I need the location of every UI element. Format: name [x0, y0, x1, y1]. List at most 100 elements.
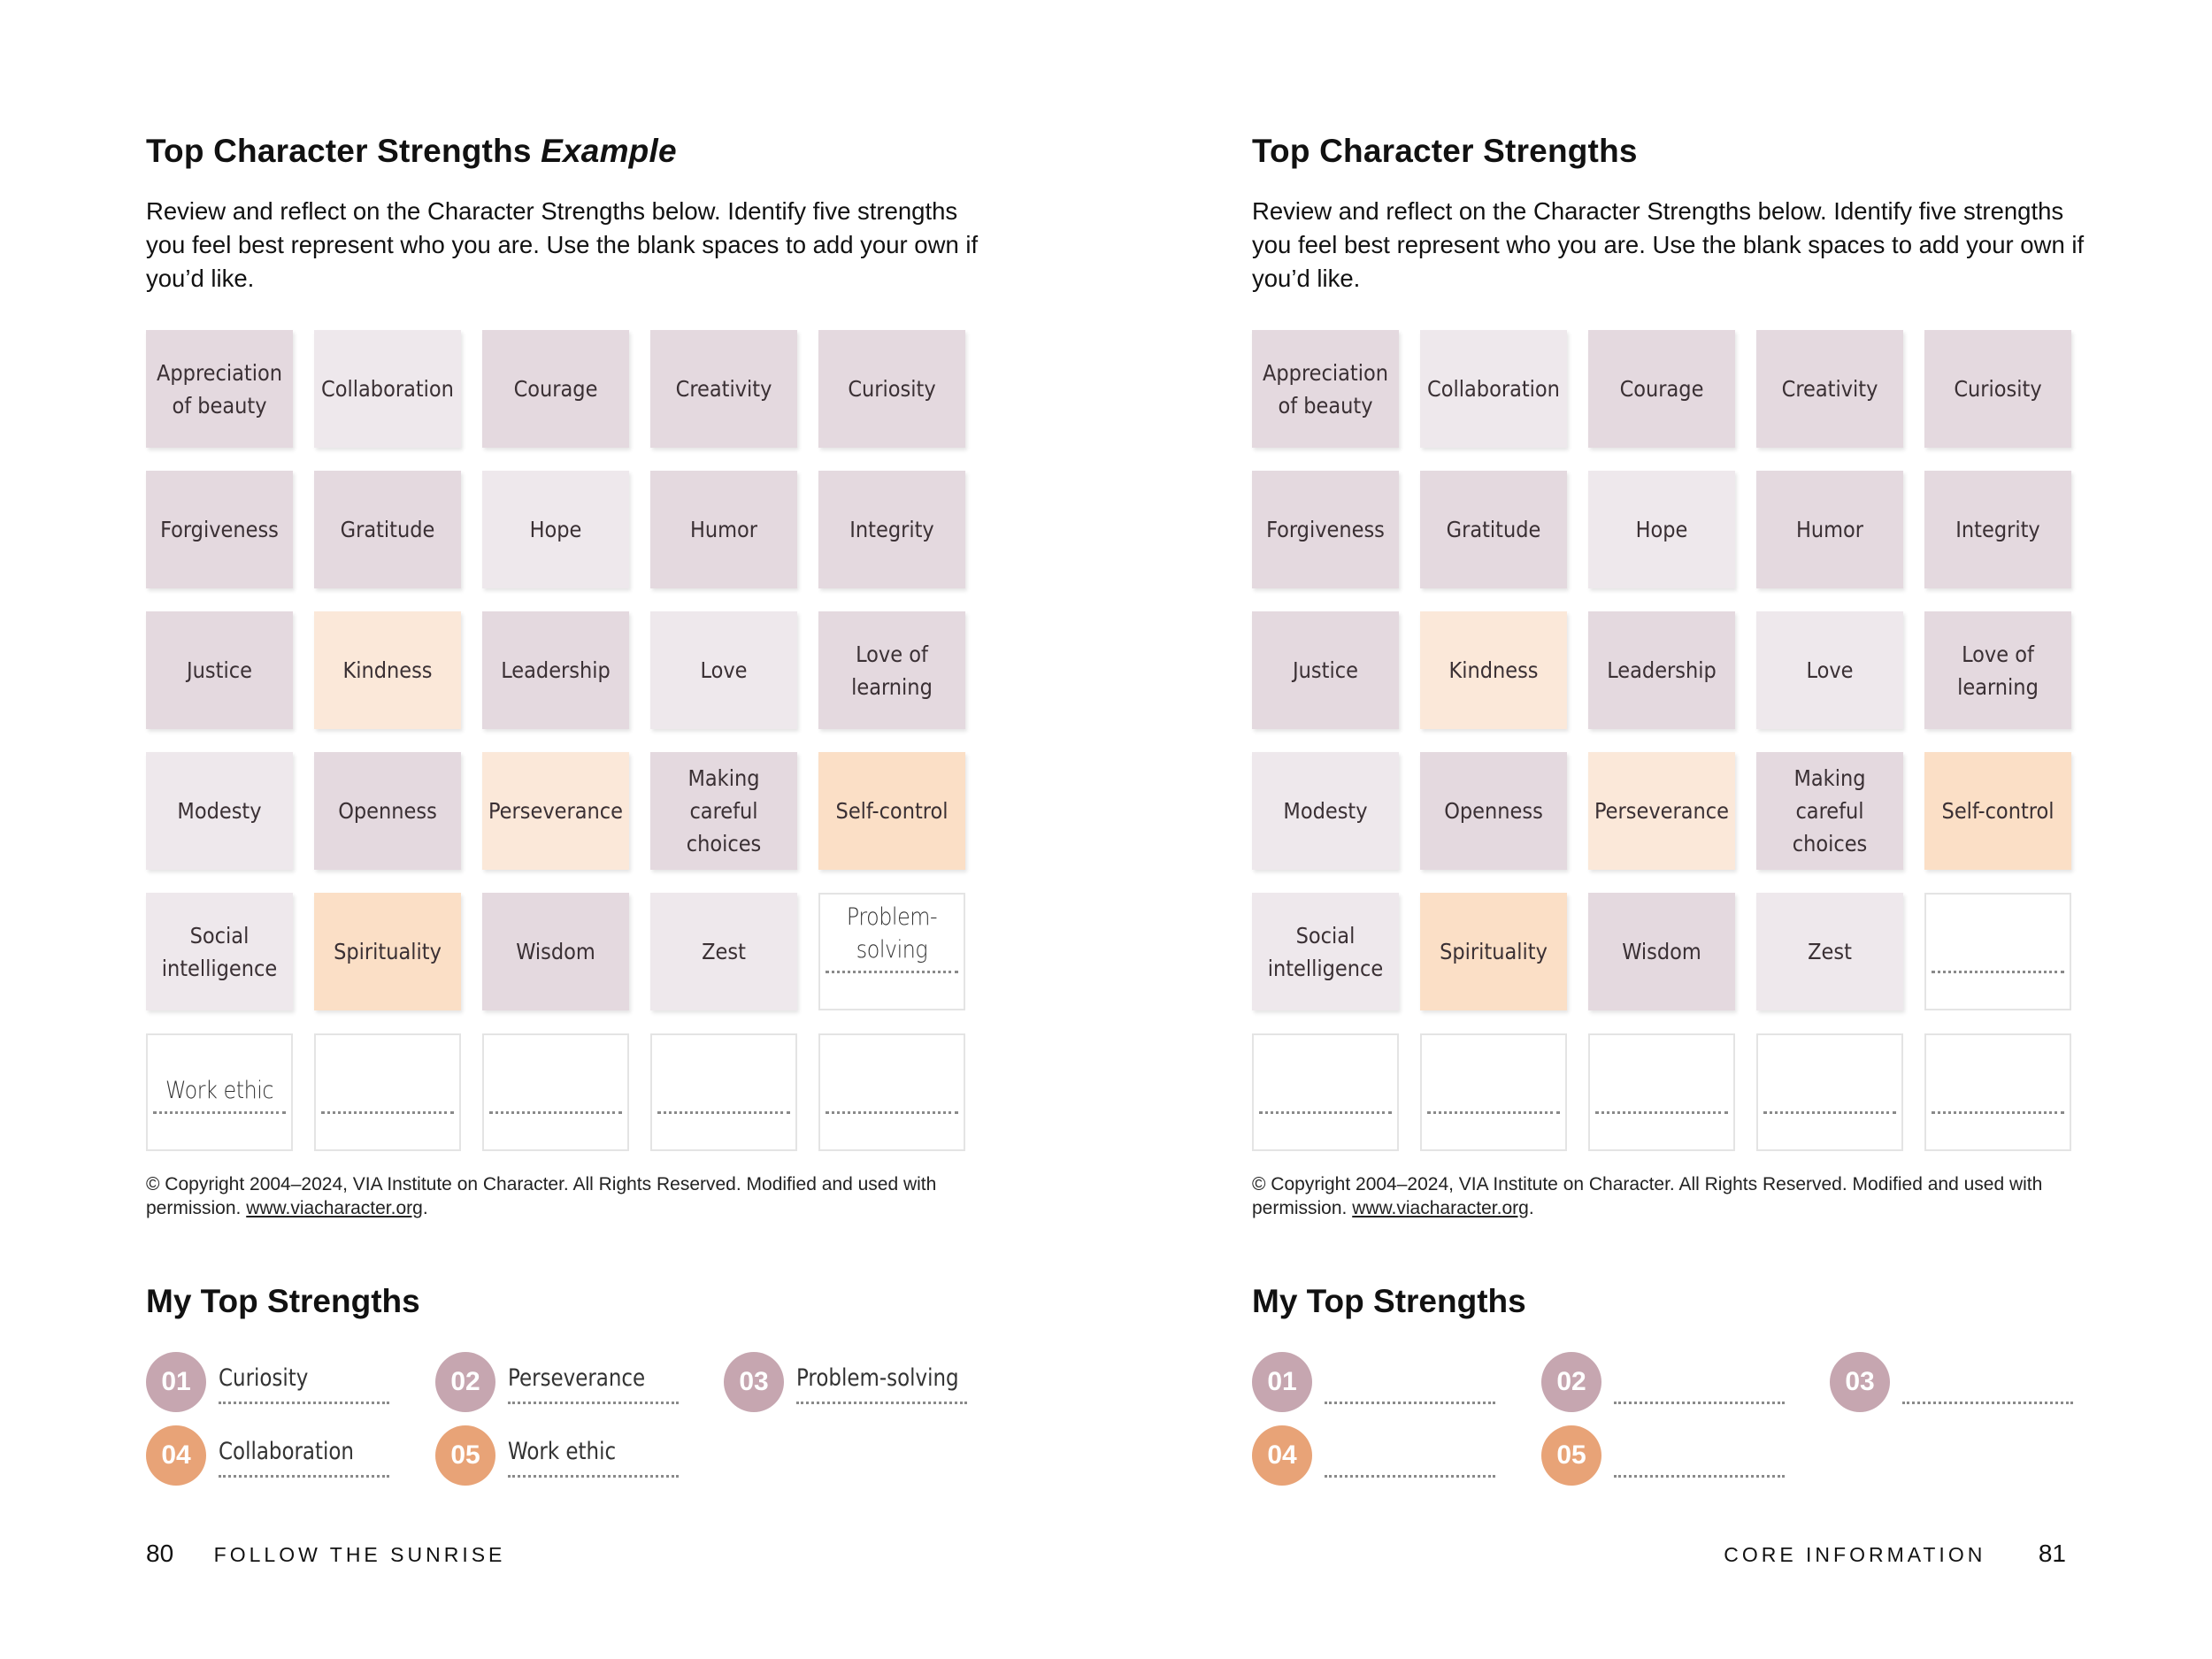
dotted-write-line — [1325, 1402, 1495, 1404]
strength-tile-making-careful-choices[interactable]: Making careful choices — [650, 752, 797, 870]
strength-tile-self-control[interactable]: Self-control — [1924, 752, 2071, 870]
blank-strength-tile[interactable] — [482, 1033, 629, 1151]
strength-tile-self-control[interactable]: Self-control — [818, 752, 965, 870]
top-strength-02[interactable]: 02 Perseverance — [435, 1352, 683, 1412]
strength-tile-integrity[interactable]: Integrity — [818, 471, 965, 588]
strength-tile-zest[interactable]: Zest — [650, 893, 797, 1010]
strength-tile-hope[interactable]: Hope — [1588, 471, 1735, 588]
rank-badge: 05 — [435, 1425, 495, 1486]
strength-tile-love[interactable]: Love — [1756, 611, 1903, 729]
strength-tile-love-of-learning[interactable]: Love of learning — [818, 611, 965, 729]
blank-strength-tile[interactable] — [1924, 893, 2071, 1010]
footer: 80 FOLLOW THE SUNRISE — [146, 1540, 505, 1568]
blank-strength-tile[interactable]: Work ethic — [146, 1033, 293, 1151]
dotted-write-line — [153, 1111, 286, 1114]
strength-tile-justice[interactable]: Justice — [146, 611, 293, 729]
rank-badge: 02 — [1541, 1352, 1601, 1412]
strength-tile-love[interactable]: Love — [650, 611, 797, 729]
right-page: Top Character Strengths Review and refle… — [1106, 0, 2212, 1659]
strength-tile-modesty[interactable]: Modesty — [1252, 752, 1399, 870]
strength-tile-modesty[interactable]: Modesty — [146, 752, 293, 870]
blank-strength-tile[interactable] — [1588, 1033, 1735, 1151]
strength-tile-gratitude[interactable]: Gratitude — [1420, 471, 1567, 588]
strength-tile-kindness[interactable]: Kindness — [1420, 611, 1567, 729]
top-strength-03[interactable]: 03 Problem-solving — [724, 1352, 972, 1412]
strength-tile-social-intelligence[interactable]: Social intelligence — [146, 893, 293, 1010]
strength-tile-hope[interactable]: Hope — [482, 471, 629, 588]
strength-tile-creativity[interactable]: Creativity — [1756, 330, 1903, 448]
strength-tile-openness[interactable]: Openness — [1420, 752, 1567, 870]
intro-text: Review and reflect on the Character Stre… — [146, 197, 979, 292]
blank-strength-tile[interactable] — [314, 1033, 461, 1151]
strength-tile-perseverance[interactable]: Perseverance — [1588, 752, 1735, 870]
strength-tile-appreciation-of-beauty[interactable]: Appreciation of beauty — [1252, 330, 1399, 448]
blank-strength-tile[interactable] — [1420, 1033, 1567, 1151]
strength-tile-curiosity[interactable]: Curiosity — [1924, 330, 2071, 448]
top-strength-04[interactable]: 04 — [1252, 1425, 1500, 1486]
strength-tile-courage[interactable]: Courage — [482, 330, 629, 448]
rank-badge: 01 — [146, 1352, 206, 1412]
top-strength-01[interactable]: 01 Curiosity — [146, 1352, 394, 1412]
strength-tile-collaboration[interactable]: Collaboration — [1420, 330, 1567, 448]
dotted-write-line — [1932, 971, 2064, 973]
blank-strength-tile[interactable]: Problem-solving — [818, 893, 965, 1010]
blank-strength-tile[interactable] — [650, 1033, 797, 1151]
via-link[interactable]: www.viacharacter.org — [246, 1198, 423, 1218]
strength-tile-justice[interactable]: Justice — [1252, 611, 1399, 729]
strength-tile-gratitude[interactable]: Gratitude — [314, 471, 461, 588]
blank-strength-tile[interactable] — [1924, 1033, 2071, 1151]
strength-tile-appreciation-of-beauty[interactable]: Appreciation of beauty — [146, 330, 293, 448]
strength-tile-courage[interactable]: Courage — [1588, 330, 1735, 448]
strength-tile-spirituality[interactable]: Spirituality — [1420, 893, 1567, 1010]
dotted-write-line — [657, 1111, 790, 1114]
strength-value: Perseverance — [508, 1364, 646, 1392]
top-strength-02[interactable]: 02 — [1541, 1352, 1789, 1412]
strength-tile-leadership[interactable]: Leadership — [1588, 611, 1735, 729]
my-top-strengths-heading: My Top Strengths — [1252, 1283, 1526, 1319]
strength-tile-creativity[interactable]: Creativity — [650, 330, 797, 448]
dotted-write-line — [219, 1402, 389, 1404]
top-strength-03[interactable]: 03 — [1830, 1352, 2078, 1412]
blank-strength-tile[interactable] — [1756, 1033, 1903, 1151]
strength-tile-forgiveness[interactable]: Forgiveness — [1252, 471, 1399, 588]
page-number: 80 — [146, 1540, 174, 1567]
strength-tile-love-of-learning[interactable]: Love of learning — [1924, 611, 2071, 729]
footer: CORE INFORMATION 81 — [1724, 1540, 2066, 1568]
top-strength-05[interactable]: 05 Work ethic — [435, 1425, 683, 1486]
blank-strength-tile[interactable] — [1252, 1033, 1399, 1151]
strength-tile-making-careful-choices[interactable]: Making careful choices — [1756, 752, 1903, 870]
dotted-write-line — [826, 971, 958, 973]
dotted-write-line — [489, 1111, 622, 1114]
strength-tile-wisdom[interactable]: Wisdom — [482, 893, 629, 1010]
strength-tile-humor[interactable]: Humor — [1756, 471, 1903, 588]
top-strength-04[interactable]: 04 Collaboration — [146, 1425, 394, 1486]
strength-tile-wisdom[interactable]: Wisdom — [1588, 893, 1735, 1010]
dotted-write-line — [508, 1402, 679, 1404]
top-strength-01[interactable]: 01 — [1252, 1352, 1500, 1412]
via-link[interactable]: www.viacharacter.org — [1352, 1198, 1529, 1218]
running-title: CORE INFORMATION — [1724, 1543, 1986, 1566]
blank-strength-tile[interactable] — [818, 1033, 965, 1151]
strength-tile-integrity[interactable]: Integrity — [1924, 471, 2071, 588]
dotted-write-line — [826, 1111, 958, 1114]
strength-tile-openness[interactable]: Openness — [314, 752, 461, 870]
title-text: Top Character Strengths — [146, 133, 532, 169]
strength-tile-humor[interactable]: Humor — [650, 471, 797, 588]
copyright-notice: © Copyright 2004–2024, VIA Institute on … — [1252, 1174, 2043, 1218]
top-strength-05[interactable]: 05 — [1541, 1425, 1789, 1486]
copyright-notice: © Copyright 2004–2024, VIA Institute on … — [146, 1174, 937, 1218]
strength-tile-curiosity[interactable]: Curiosity — [818, 330, 965, 448]
dotted-write-line — [219, 1475, 389, 1478]
my-top-strengths-heading: My Top Strengths — [146, 1283, 420, 1319]
strength-tile-forgiveness[interactable]: Forgiveness — [146, 471, 293, 588]
strength-tile-spirituality[interactable]: Spirituality — [314, 893, 461, 1010]
strength-tile-perseverance[interactable]: Perseverance — [482, 752, 629, 870]
strength-tile-kindness[interactable]: Kindness — [314, 611, 461, 729]
strength-tile-zest[interactable]: Zest — [1756, 893, 1903, 1010]
strength-tile-social-intelligence[interactable]: Social intelligence — [1252, 893, 1399, 1010]
strength-tile-collaboration[interactable]: Collaboration — [314, 330, 461, 448]
dotted-write-line — [508, 1475, 679, 1478]
page-number: 81 — [2038, 1540, 2066, 1567]
strength-tile-leadership[interactable]: Leadership — [482, 611, 629, 729]
strength-value: Work ethic — [508, 1438, 617, 1465]
